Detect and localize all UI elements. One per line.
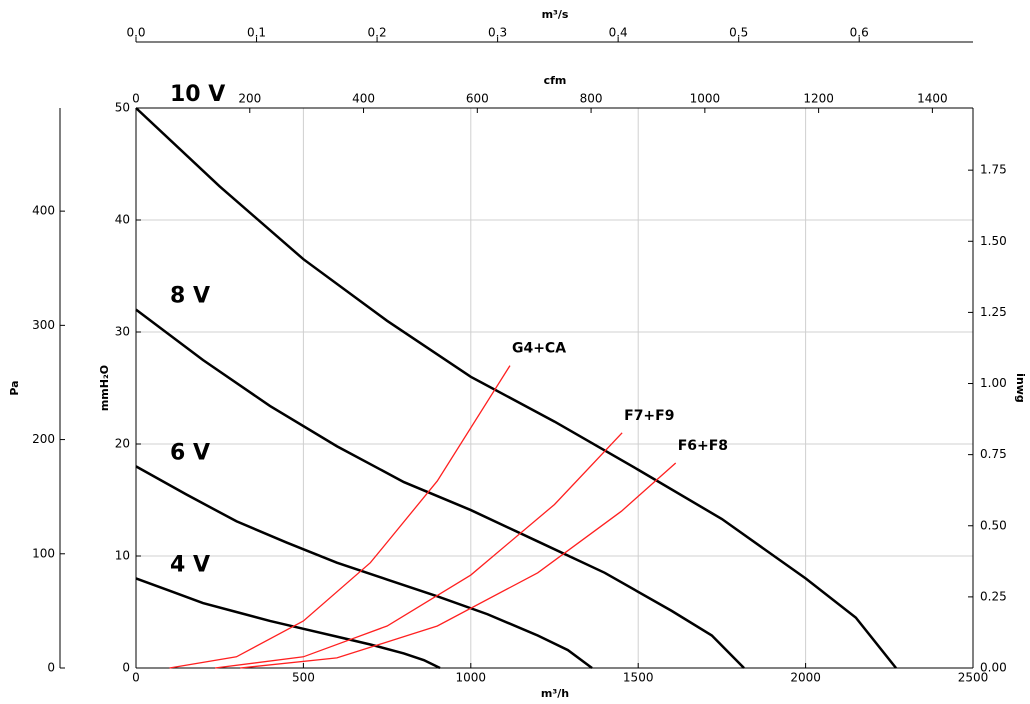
y-tick-label: 50 bbox=[115, 101, 130, 115]
y2-axis-title: inwg bbox=[1014, 373, 1027, 403]
x2-tick-label: 1400 bbox=[917, 92, 948, 106]
y2-tick-label: 1.25 bbox=[980, 305, 1007, 319]
x3-axis-title: m³/s bbox=[542, 8, 569, 21]
curve-label: 10 V bbox=[170, 82, 225, 107]
y3-tick-label: 400 bbox=[32, 204, 55, 218]
x3-tick-label: 0.4 bbox=[609, 26, 628, 40]
y2-tick-label: 0.25 bbox=[980, 589, 1007, 603]
x3-tick-label: 0.2 bbox=[368, 26, 387, 40]
y-tick-label: 0 bbox=[122, 661, 130, 675]
x-tick-label: 0 bbox=[132, 671, 140, 685]
y3-tick-label: 100 bbox=[32, 546, 55, 560]
curve-label: G4+CA bbox=[512, 341, 566, 357]
curve-label: 4 V bbox=[170, 552, 210, 577]
x-tick-label: 1500 bbox=[623, 671, 654, 685]
curve-label: F7+F9 bbox=[624, 408, 674, 424]
x2-tick-label: 0 bbox=[132, 92, 140, 106]
curve-label: F6+F8 bbox=[678, 438, 728, 454]
y3-tick-label: 200 bbox=[32, 432, 55, 446]
y-tick-label: 10 bbox=[115, 549, 130, 563]
y-axis-title: mmH₂O bbox=[98, 365, 111, 411]
x3-tick-label: 0.3 bbox=[488, 26, 507, 40]
curve bbox=[214, 432, 623, 669]
curve bbox=[135, 308, 745, 669]
curve bbox=[240, 462, 677, 669]
curve bbox=[135, 577, 441, 670]
curve bbox=[135, 465, 593, 670]
x-axis-title: m³/h bbox=[541, 687, 569, 700]
y-tick-label: 20 bbox=[115, 437, 130, 451]
x-tick-label: 2500 bbox=[958, 671, 989, 685]
x-tick-label: 2000 bbox=[790, 671, 821, 685]
x-tick-label: 500 bbox=[292, 671, 315, 685]
y2-tick-label: 1.50 bbox=[980, 234, 1007, 248]
y2-tick-label: 0.50 bbox=[980, 518, 1007, 532]
curve-label: 6 V bbox=[170, 440, 210, 465]
x2-tick-label: 400 bbox=[352, 92, 375, 106]
x2-tick-label: 800 bbox=[580, 92, 603, 106]
y3-axis-title: Pa bbox=[8, 380, 21, 395]
x3-tick-label: 0.5 bbox=[729, 26, 748, 40]
y2-tick-label: 0.75 bbox=[980, 447, 1007, 461]
y-tick-label: 30 bbox=[115, 325, 130, 339]
x-tick-label: 1000 bbox=[456, 671, 487, 685]
curve-label: 8 V bbox=[170, 284, 210, 309]
x2-axis-title: cfm bbox=[544, 74, 567, 87]
y3-tick-label: 0 bbox=[47, 661, 55, 675]
x2-tick-label: 200 bbox=[238, 92, 261, 106]
x3-tick-label: 0.6 bbox=[850, 26, 869, 40]
y2-tick-label: 1.75 bbox=[980, 163, 1007, 177]
y3-tick-label: 300 bbox=[32, 318, 55, 332]
curve bbox=[169, 365, 511, 669]
x2-tick-label: 1000 bbox=[690, 92, 721, 106]
x3-tick-label: 0.1 bbox=[247, 26, 266, 40]
x2-tick-label: 1200 bbox=[803, 92, 834, 106]
x3-tick-label: 0.0 bbox=[126, 26, 145, 40]
curve bbox=[135, 107, 897, 669]
y2-tick-label: 1.00 bbox=[980, 376, 1007, 390]
x2-tick-label: 600 bbox=[466, 92, 489, 106]
y2-tick-label: 0.00 bbox=[980, 661, 1007, 675]
y-tick-label: 40 bbox=[115, 213, 130, 227]
